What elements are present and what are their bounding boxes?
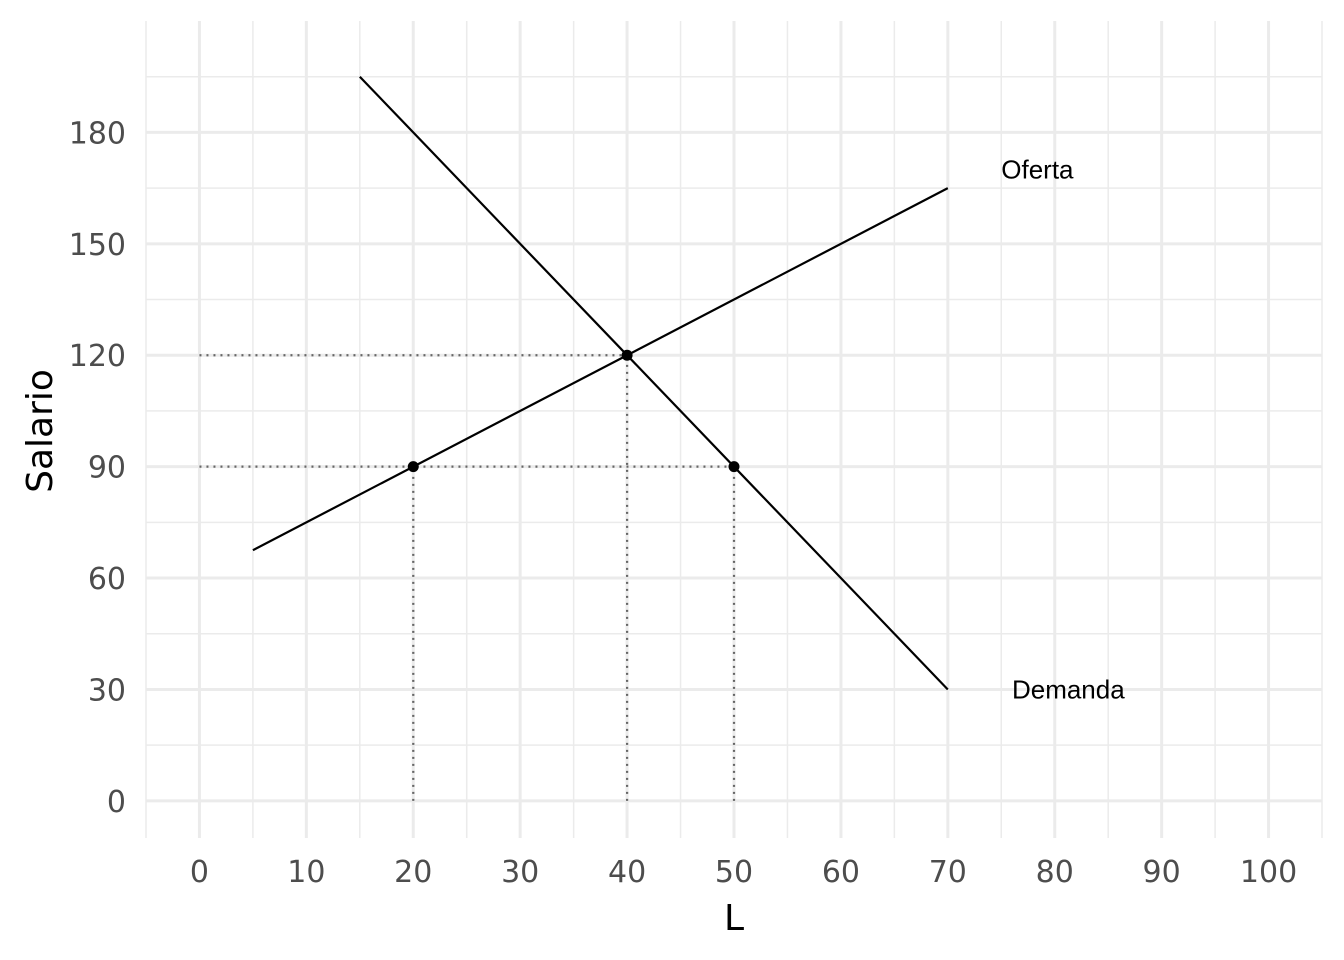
x-tick-label: 10 bbox=[287, 855, 325, 890]
y-tick-label: 180 bbox=[69, 116, 126, 151]
y-tick-label: 150 bbox=[69, 228, 126, 263]
x-tick-label: 90 bbox=[1143, 855, 1181, 890]
x-tick-label: 0 bbox=[190, 855, 209, 890]
x-tick-label: 100 bbox=[1240, 855, 1297, 890]
x-tick-label: 50 bbox=[715, 855, 753, 890]
tick-labels: 0 10 20 30 40 50 60 70 80 90 100 0 30 60 90 120 150 180 bbox=[69, 116, 1297, 890]
y-tick-label: 30 bbox=[88, 673, 126, 708]
oferta-label: Oferta bbox=[1001, 155, 1074, 185]
oferta-curve bbox=[252, 187, 949, 552]
annotations: Oferta Demanda bbox=[1001, 155, 1125, 705]
demanda-curve bbox=[359, 75, 949, 691]
x-tick-label: 60 bbox=[822, 855, 860, 890]
y-tick-label: 120 bbox=[69, 339, 126, 374]
demanda-label: Demanda bbox=[1012, 674, 1125, 704]
x-tick-label: 30 bbox=[501, 855, 539, 890]
points bbox=[407, 349, 740, 473]
data-point bbox=[407, 461, 419, 473]
x-tick-label: 80 bbox=[1036, 855, 1074, 890]
x-tick-label: 20 bbox=[394, 855, 432, 890]
y-tick-label: 0 bbox=[107, 785, 126, 820]
y-axis-title: Salario bbox=[20, 369, 61, 493]
y-tick-label: 60 bbox=[88, 562, 126, 597]
x-axis-title: L bbox=[724, 898, 744, 939]
x-tick-label: 40 bbox=[608, 855, 646, 890]
x-tick-label: 70 bbox=[929, 855, 967, 890]
reference-lines bbox=[199, 354, 736, 801]
data-point bbox=[621, 349, 633, 361]
data-point bbox=[728, 461, 740, 473]
y-tick-label: 90 bbox=[88, 451, 126, 486]
series bbox=[252, 75, 949, 691]
